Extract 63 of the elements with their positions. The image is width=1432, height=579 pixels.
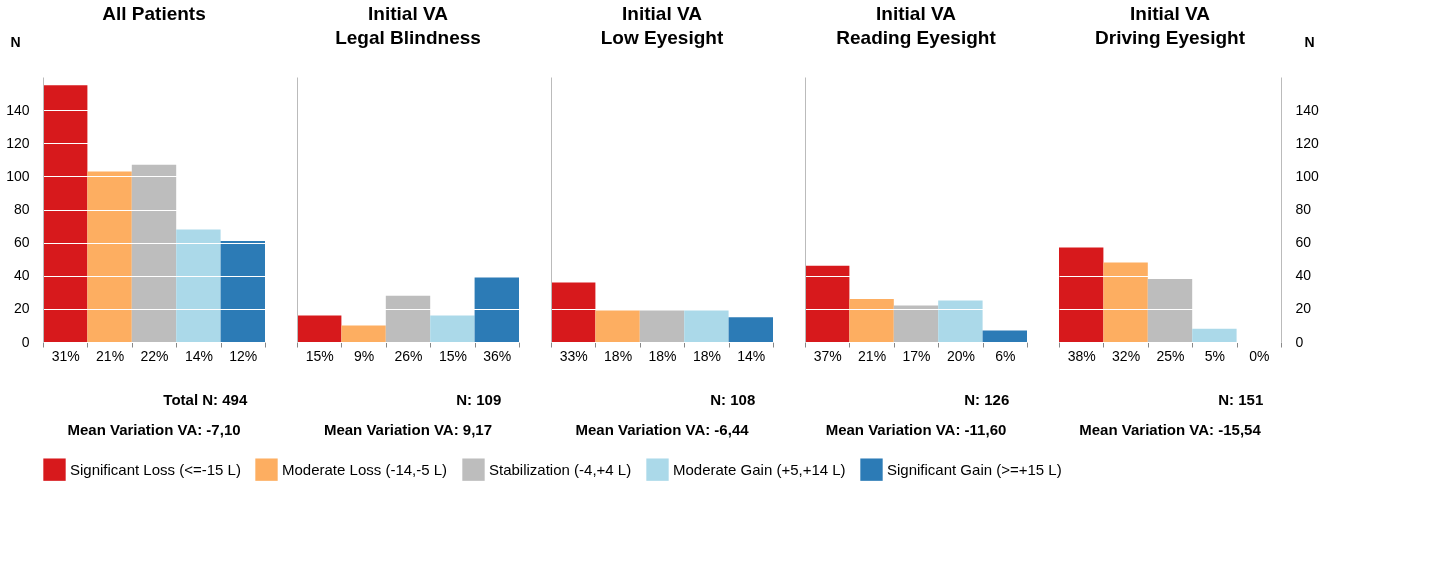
text: Mean Variation VA: -11,60 — [825, 421, 1007, 438]
text: Mean Variation VA: -15,54 — [1079, 421, 1262, 438]
x-tick-label: 9% — [353, 347, 375, 364]
y-tick-label: 80 — [1295, 201, 1312, 217]
x-tick-label: 14% — [184, 347, 213, 364]
y-axis-title: N — [10, 33, 21, 50]
y-tick-label: 140 — [6, 101, 30, 118]
y-tick-label: 80 — [13, 201, 30, 217]
x-tick-label: 38% — [1067, 347, 1096, 364]
y-tick-label: 0 — [21, 333, 30, 350]
y-tick-label: 20 — [1295, 300, 1312, 317]
y-axis-title: N — [1304, 33, 1315, 50]
chart-title: All Patients — [102, 3, 206, 24]
x-tick-label: 33% — [559, 347, 588, 364]
y-tick-label: 40 — [13, 267, 30, 284]
chart-title: Initial VA Legal Blindness — [335, 3, 481, 48]
x-tick-label: 20% — [946, 347, 975, 364]
x-tick-label: 17% — [902, 347, 931, 364]
y-tick-label: 0 — [1295, 333, 1304, 350]
text: Mean Variation VA: -6,44 — [575, 421, 750, 438]
y-tick-label: 60 — [13, 234, 30, 251]
legend-label: Significant Gain (>=+15 L) — [887, 460, 1062, 478]
x-tick-label: 21% — [858, 347, 887, 364]
text: Mean Variation VA: 9,17 — [323, 421, 493, 438]
x-tick-label: 12% — [229, 347, 258, 364]
text: Mean Variation VA: -7,10 — [67, 421, 241, 438]
y-tick-label: 100 — [1295, 167, 1320, 184]
text: Total N: 494 — [163, 391, 248, 408]
y-tick-label: 120 — [6, 134, 30, 151]
x-tick-label: 5% — [1204, 347, 1226, 364]
x-tick-label: 22% — [140, 347, 169, 364]
legend-label: Moderate Loss (-14,-5 L) — [282, 460, 448, 478]
text: N: 109 — [456, 391, 502, 408]
y-tick-label: 120 — [1295, 134, 1320, 151]
y-tick-label: 60 — [1295, 234, 1312, 251]
x-tick-label: 37% — [813, 347, 842, 364]
y-tick-label: 140 — [1295, 101, 1320, 118]
x-tick-label: 6% — [995, 347, 1016, 364]
x-tick-label: 26% — [394, 347, 423, 364]
x-tick-label: 14% — [737, 347, 766, 364]
x-tick-label: 18% — [692, 347, 721, 364]
x-tick-label: 36% — [483, 347, 512, 364]
x-tick-label: 18% — [648, 347, 677, 364]
chart-title: Initial VA Low Eyesight — [600, 3, 724, 48]
y-tick-label: 100 — [6, 167, 30, 184]
chart-title: Initial VA Driving Eyesight — [1095, 3, 1246, 48]
text: N: 108 — [710, 391, 756, 408]
x-tick-label: 21% — [96, 347, 125, 364]
x-tick-label: 15% — [438, 347, 467, 364]
legend-label: Significant Loss (<=-15 L) — [70, 460, 241, 478]
text: N: 151 — [1218, 391, 1264, 408]
y-tick-label: 20 — [13, 300, 30, 317]
legend-label: Moderate Gain (+5,+14 L) — [673, 460, 846, 478]
chart-title: Initial VA Reading Eyesight — [836, 3, 997, 48]
legend-label: Stabilization (-4,+4 L) — [489, 460, 632, 478]
x-tick-label: 31% — [51, 347, 80, 364]
x-tick-label: 32% — [1112, 347, 1141, 364]
text: N: 126 — [964, 391, 1010, 408]
x-tick-label: 15% — [305, 347, 334, 364]
x-tick-label: 18% — [604, 347, 633, 364]
x-tick-label: 0% — [1249, 347, 1270, 364]
y-tick-label: 40 — [1295, 267, 1312, 284]
x-tick-label: 25% — [1156, 347, 1185, 364]
